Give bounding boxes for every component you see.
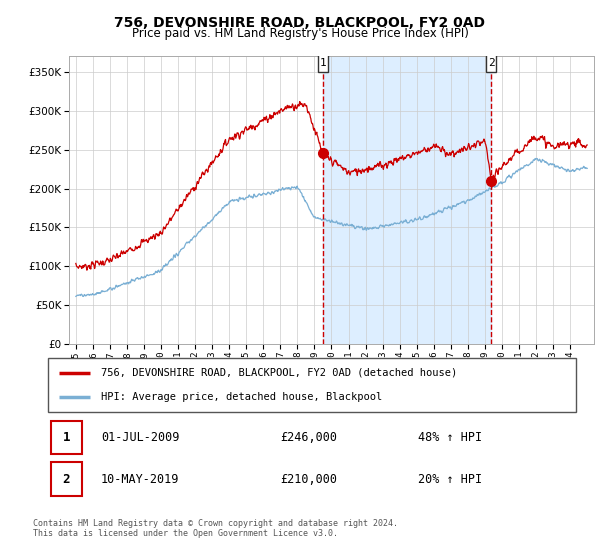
FancyBboxPatch shape	[486, 54, 496, 72]
Text: £210,000: £210,000	[280, 473, 337, 486]
Text: 48% ↑ HPI: 48% ↑ HPI	[418, 431, 482, 444]
Bar	[323, 56, 491, 344]
Text: £246,000: £246,000	[280, 431, 337, 444]
Text: This data is licensed under the Open Government Licence v3.0.: This data is licensed under the Open Gov…	[33, 529, 338, 538]
Text: 1: 1	[320, 58, 326, 68]
Text: 01-JUL-2009: 01-JUL-2009	[101, 431, 179, 444]
FancyBboxPatch shape	[48, 358, 576, 412]
Text: 20% ↑ HPI: 20% ↑ HPI	[418, 473, 482, 486]
Text: 10-MAY-2019: 10-MAY-2019	[101, 473, 179, 486]
Text: Contains HM Land Registry data © Crown copyright and database right 2024.: Contains HM Land Registry data © Crown c…	[33, 519, 398, 528]
Text: 756, DEVONSHIRE ROAD, BLACKPOOL, FY2 0AD (detached house): 756, DEVONSHIRE ROAD, BLACKPOOL, FY2 0AD…	[101, 368, 457, 378]
FancyBboxPatch shape	[318, 54, 328, 72]
FancyBboxPatch shape	[50, 421, 82, 454]
Text: 756, DEVONSHIRE ROAD, BLACKPOOL, FY2 0AD: 756, DEVONSHIRE ROAD, BLACKPOOL, FY2 0AD	[115, 16, 485, 30]
Text: 1: 1	[63, 431, 70, 444]
Text: 2: 2	[63, 473, 70, 486]
Text: Price paid vs. HM Land Registry's House Price Index (HPI): Price paid vs. HM Land Registry's House …	[131, 27, 469, 40]
FancyBboxPatch shape	[50, 463, 82, 496]
Text: 2: 2	[488, 58, 494, 68]
Text: HPI: Average price, detached house, Blackpool: HPI: Average price, detached house, Blac…	[101, 392, 382, 402]
